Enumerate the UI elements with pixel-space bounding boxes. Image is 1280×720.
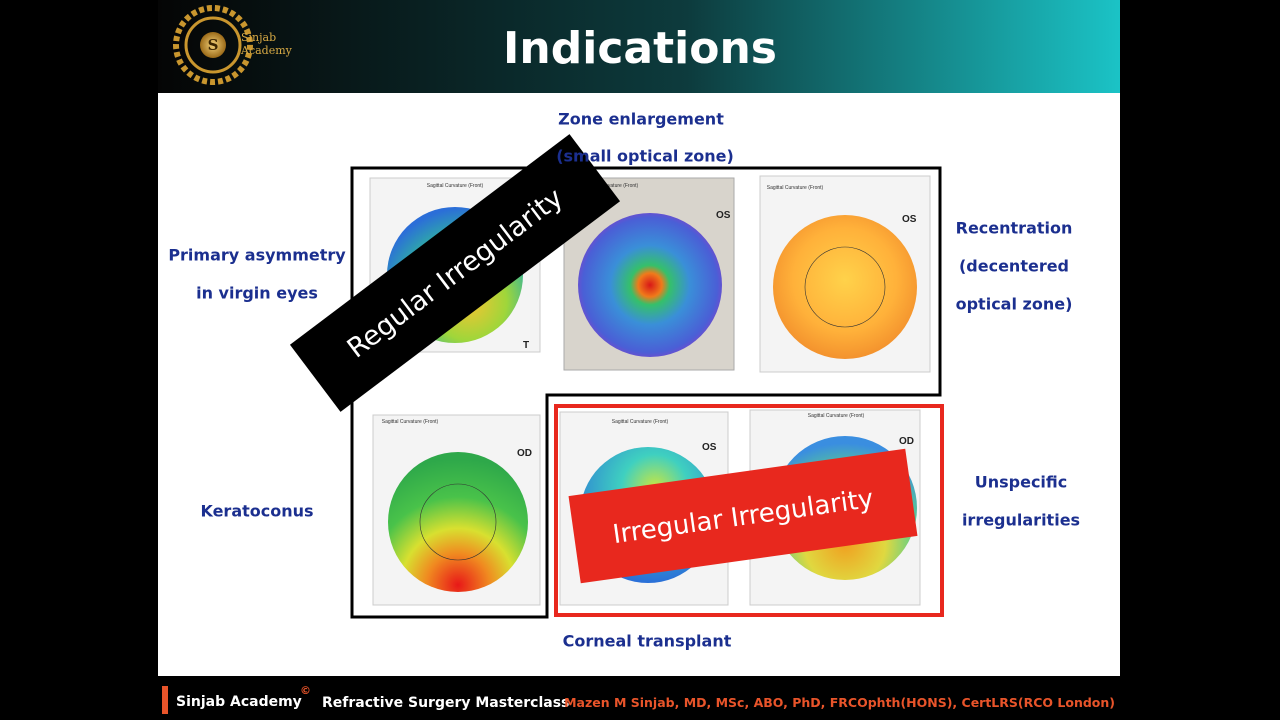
- logo-text: Academy: [240, 44, 293, 57]
- irregular-banner: Irregular Irregularity: [568, 448, 918, 584]
- map-eye: OS: [702, 442, 717, 453]
- map-eye: OS: [902, 214, 917, 225]
- footer-copyright: ©: [300, 684, 311, 697]
- banner-box: [568, 448, 918, 584]
- map-header: Sagittal Curvature (Front): [767, 185, 824, 191]
- logo-letter: S: [208, 36, 219, 54]
- footer-author: Mazen M Sinjab, MD, MSc, ABO, PhD, FRCOp…: [564, 695, 1115, 710]
- logo-ring: [184, 16, 242, 74]
- logo-text: Sinjab: [241, 31, 276, 44]
- map-circle: [578, 213, 722, 357]
- footer-brand: Sinjab Academy: [176, 694, 302, 710]
- label: Corneal transplant: [563, 632, 732, 651]
- map-eye: OD: [517, 448, 532, 459]
- map-header: Sagittal Curvature (Front): [582, 183, 639, 189]
- map-header: Sagittal Curvature (Front): [612, 419, 669, 425]
- label: optical zone): [956, 295, 1073, 314]
- map-eye: OD: [899, 436, 914, 447]
- label: Unspecific: [975, 473, 1068, 492]
- label: irregularities: [962, 511, 1080, 530]
- label: Primary asymmetry: [168, 246, 346, 265]
- map-header: Sagittal Curvature (Front): [808, 413, 865, 419]
- label: Recentration: [956, 219, 1073, 238]
- logo-ring: [173, 5, 253, 85]
- map-eye: OS: [716, 210, 731, 221]
- logo-center: [200, 32, 226, 58]
- map-circle: [388, 452, 528, 592]
- map-ring: [419, 483, 497, 561]
- irregular-group-outline: [554, 404, 944, 617]
- label: (decentered: [959, 257, 1069, 276]
- map-eye: T: [523, 340, 529, 351]
- label: Keratoconus: [200, 502, 313, 521]
- slide-title: Indications: [503, 23, 777, 74]
- label: Zone enlargement: [558, 110, 724, 129]
- header-bar: [158, 0, 1120, 93]
- map-ring: [804, 246, 886, 328]
- footer-accent: [162, 686, 168, 714]
- map-header: Sagittal Curvature (Front): [382, 419, 439, 425]
- map-circle: [773, 215, 917, 359]
- label: in virgin eyes: [196, 284, 318, 303]
- banner-box: [289, 134, 621, 412]
- label: (small optical zone): [556, 147, 734, 166]
- map-header: Sagittal Curvature (Front): [427, 183, 484, 189]
- regular-group-outline: [350, 166, 942, 619]
- footer-course: Refractive Surgery Masterclass: [322, 695, 569, 711]
